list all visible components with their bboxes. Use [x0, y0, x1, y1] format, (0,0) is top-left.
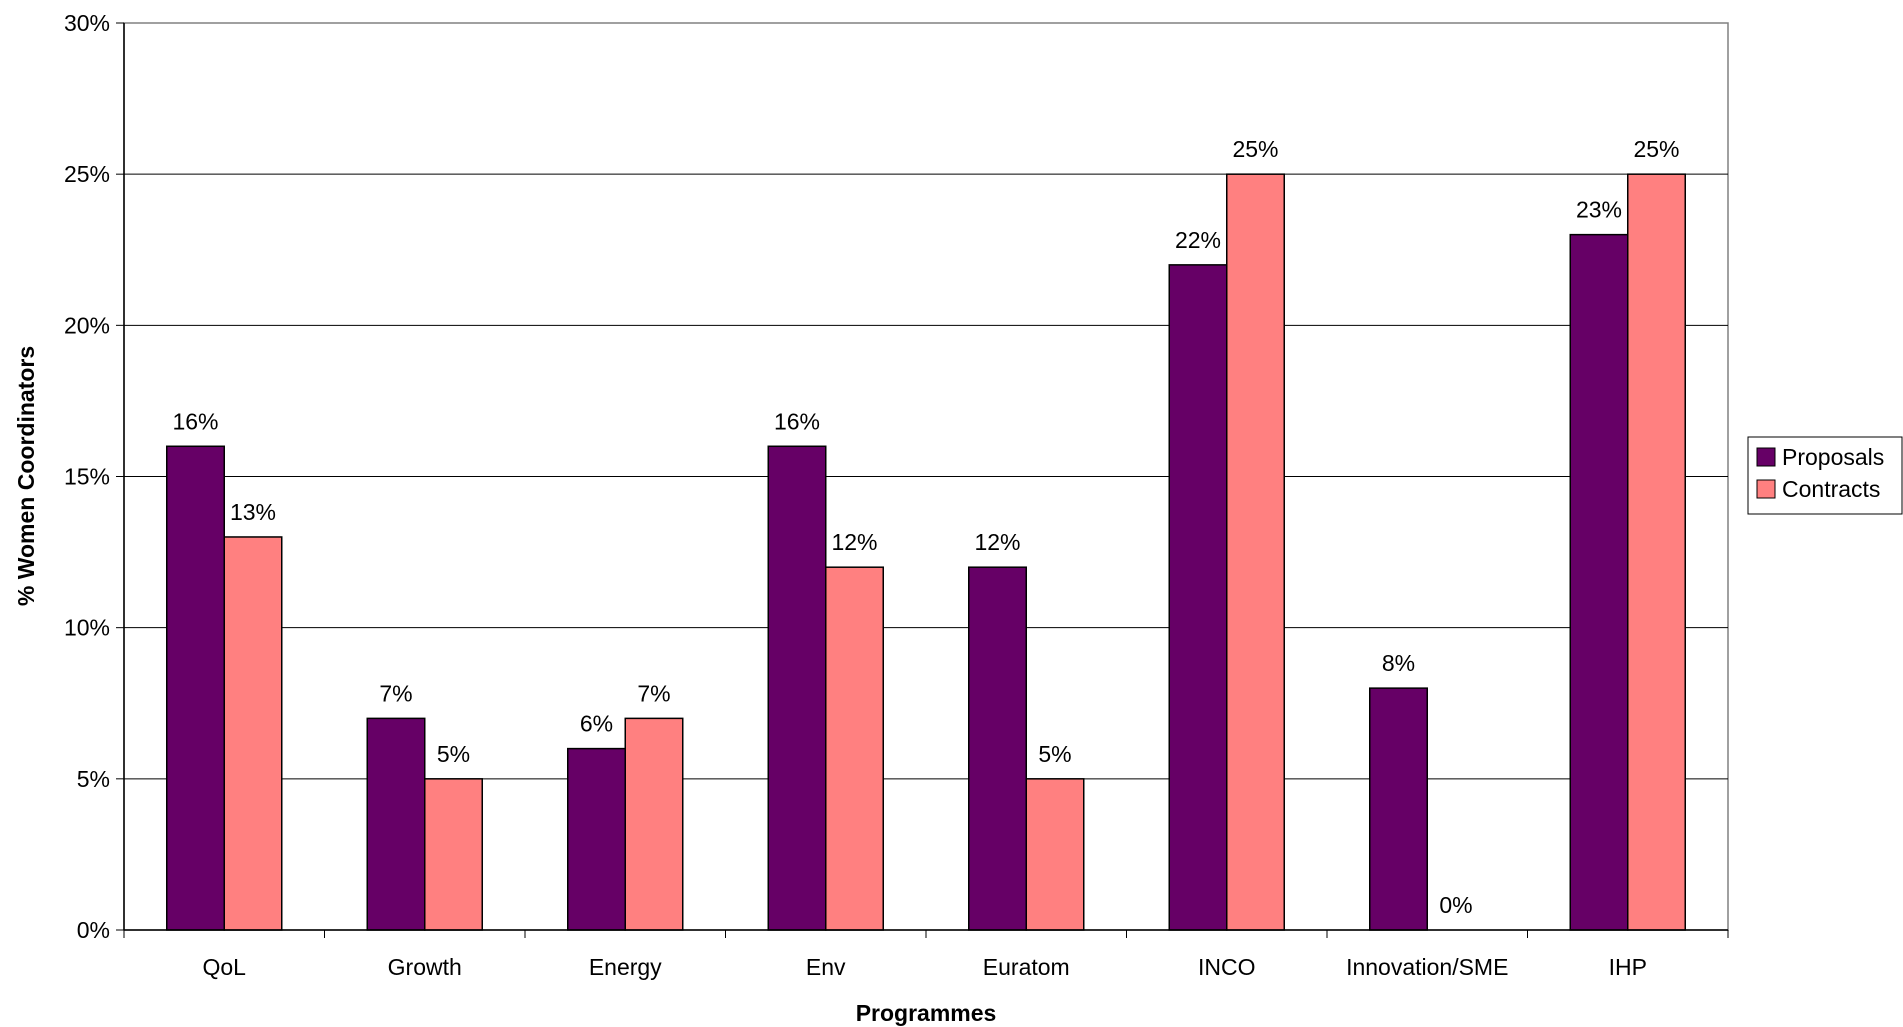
- y-tick-label: 10%: [64, 615, 110, 641]
- x-tick-label: INCO: [1198, 954, 1256, 980]
- x-tick-label: Energy: [589, 954, 662, 980]
- x-tick-label: Growth: [388, 954, 462, 980]
- bar-proposals: [366, 717, 426, 931]
- bar-proposals: [968, 566, 1027, 931]
- data-label: 25%: [1232, 136, 1278, 162]
- x-tick-label: Innovation/SME: [1346, 954, 1508, 980]
- bar-proposals: [166, 445, 225, 931]
- x-tick-label: Euratom: [983, 954, 1070, 980]
- bar-proposals: [1168, 264, 1228, 931]
- bars: [166, 173, 1686, 931]
- y-tick-label: 15%: [64, 464, 110, 490]
- bar-contracts: [1627, 173, 1686, 931]
- bar-contracts: [825, 566, 884, 931]
- bar-contracts: [424, 778, 483, 931]
- y-tick-label: 5%: [77, 766, 110, 792]
- data-label: 8%: [1382, 650, 1415, 676]
- axes: 0% 5% 10% 15% 20% 25% 30% QoL Growth Energy Env Eur…: [64, 10, 1729, 980]
- data-labels: 16% 13% 7% 5% 6% 7% 16% 12% 12% 5% 22% 25% 8% 0% 23% 25…: [172, 136, 1679, 918]
- data-label: 5%: [1038, 741, 1071, 767]
- data-label: 6%: [580, 711, 613, 737]
- data-label: 25%: [1633, 136, 1679, 162]
- legend-swatch: [1756, 447, 1776, 467]
- x-tick-label: Env: [806, 954, 846, 980]
- data-label: 7%: [379, 680, 412, 706]
- legend-label: Contracts: [1782, 476, 1880, 502]
- data-label: 22%: [1175, 227, 1221, 253]
- legend-label: Proposals: [1782, 444, 1884, 470]
- legend: Proposals Contracts: [1747, 436, 1903, 515]
- data-label: 23%: [1576, 197, 1622, 223]
- x-tick-label: QoL: [203, 954, 247, 980]
- data-label: 0%: [1439, 892, 1472, 918]
- bar-proposals: [1369, 687, 1428, 931]
- data-label: 7%: [637, 680, 670, 706]
- y-tick-label: 25%: [64, 161, 110, 187]
- data-label: 12%: [974, 529, 1020, 555]
- data-label: 13%: [230, 499, 276, 525]
- bar-contracts: [1025, 778, 1085, 931]
- bar-contracts: [223, 536, 283, 931]
- bar-proposals: [767, 445, 827, 931]
- data-label: 16%: [774, 408, 820, 434]
- data-label: 16%: [172, 408, 218, 434]
- data-label: 12%: [831, 529, 877, 555]
- bar-contracts: [624, 717, 684, 931]
- x-axis-title: Programmes: [856, 1000, 997, 1026]
- bar-contracts: [1226, 173, 1285, 931]
- legend-swatch: [1756, 479, 1776, 499]
- y-tick-label: 30%: [64, 10, 110, 36]
- y-tick-label: 0%: [77, 917, 110, 943]
- y-axis-title: % Women Coordinators: [13, 346, 39, 606]
- y-tick-label: 20%: [64, 312, 110, 338]
- x-tick-label: IHP: [1609, 954, 1647, 980]
- bar-proposals: [1569, 233, 1629, 931]
- bar-proposals: [567, 747, 626, 931]
- data-label: 5%: [437, 741, 470, 767]
